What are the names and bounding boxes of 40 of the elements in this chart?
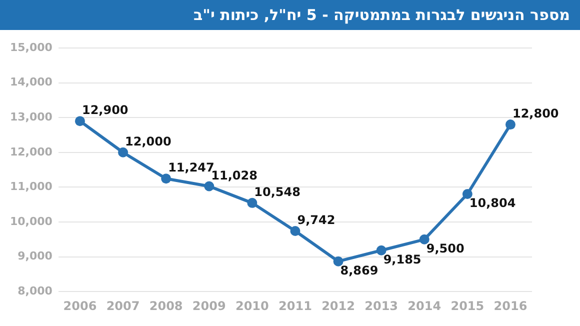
point (333, 256, 344, 266)
point (118, 147, 128, 158)
point (247, 198, 258, 208)
point (204, 181, 214, 192)
data-label: 9,185 (383, 252, 422, 266)
x-tick-label: 2010 (235, 298, 269, 313)
x-tick-label: 2015 (450, 298, 484, 313)
data-label: 10,548 (254, 185, 300, 200)
point (290, 226, 300, 236)
point (161, 174, 172, 184)
data-label: 9,500 (426, 242, 464, 256)
y-tick-label: 14,000 (10, 76, 53, 89)
point (376, 245, 386, 256)
y-tick-label: 11,000 (10, 180, 53, 194)
data-label: 9,742 (297, 213, 336, 228)
data-label: 12,900 (82, 103, 128, 118)
data-label: 12,800 (512, 106, 559, 121)
data-label: 12,000 (125, 134, 172, 149)
data-label: 10,804 (469, 196, 516, 210)
point (74, 116, 85, 126)
y-tick-label: 15,000 (10, 40, 53, 54)
x-tick-label: 2008 (149, 298, 183, 313)
x-tick-label: 2009 (192, 298, 226, 313)
y-tick-label: 13,000 (10, 110, 53, 124)
x-tick-label: 2014 (408, 298, 442, 313)
x-tick-label: 2013 (364, 298, 398, 313)
data-label: 8,869 (340, 263, 378, 278)
point (462, 189, 472, 200)
point (505, 120, 516, 130)
y-tick-label: 10,000 (10, 214, 53, 228)
x-tick-label: 2007 (106, 298, 140, 313)
point (419, 234, 430, 244)
x-tick-label: 2006 (63, 298, 97, 313)
y-tick-label: 9,000 (18, 250, 53, 263)
x-tick-label: 2012 (322, 298, 355, 313)
y-tick-label: 8,000 (18, 284, 53, 298)
y-tick-label: 12,000 (10, 145, 53, 158)
x-tick-label: 2016 (494, 298, 528, 313)
x-tick-label: 2011 (278, 298, 312, 313)
chart-title: מספר הניגשים לבגרות במתמטיקה - 5 יח"ל, כיתות י"ב (0, 0, 580, 30)
